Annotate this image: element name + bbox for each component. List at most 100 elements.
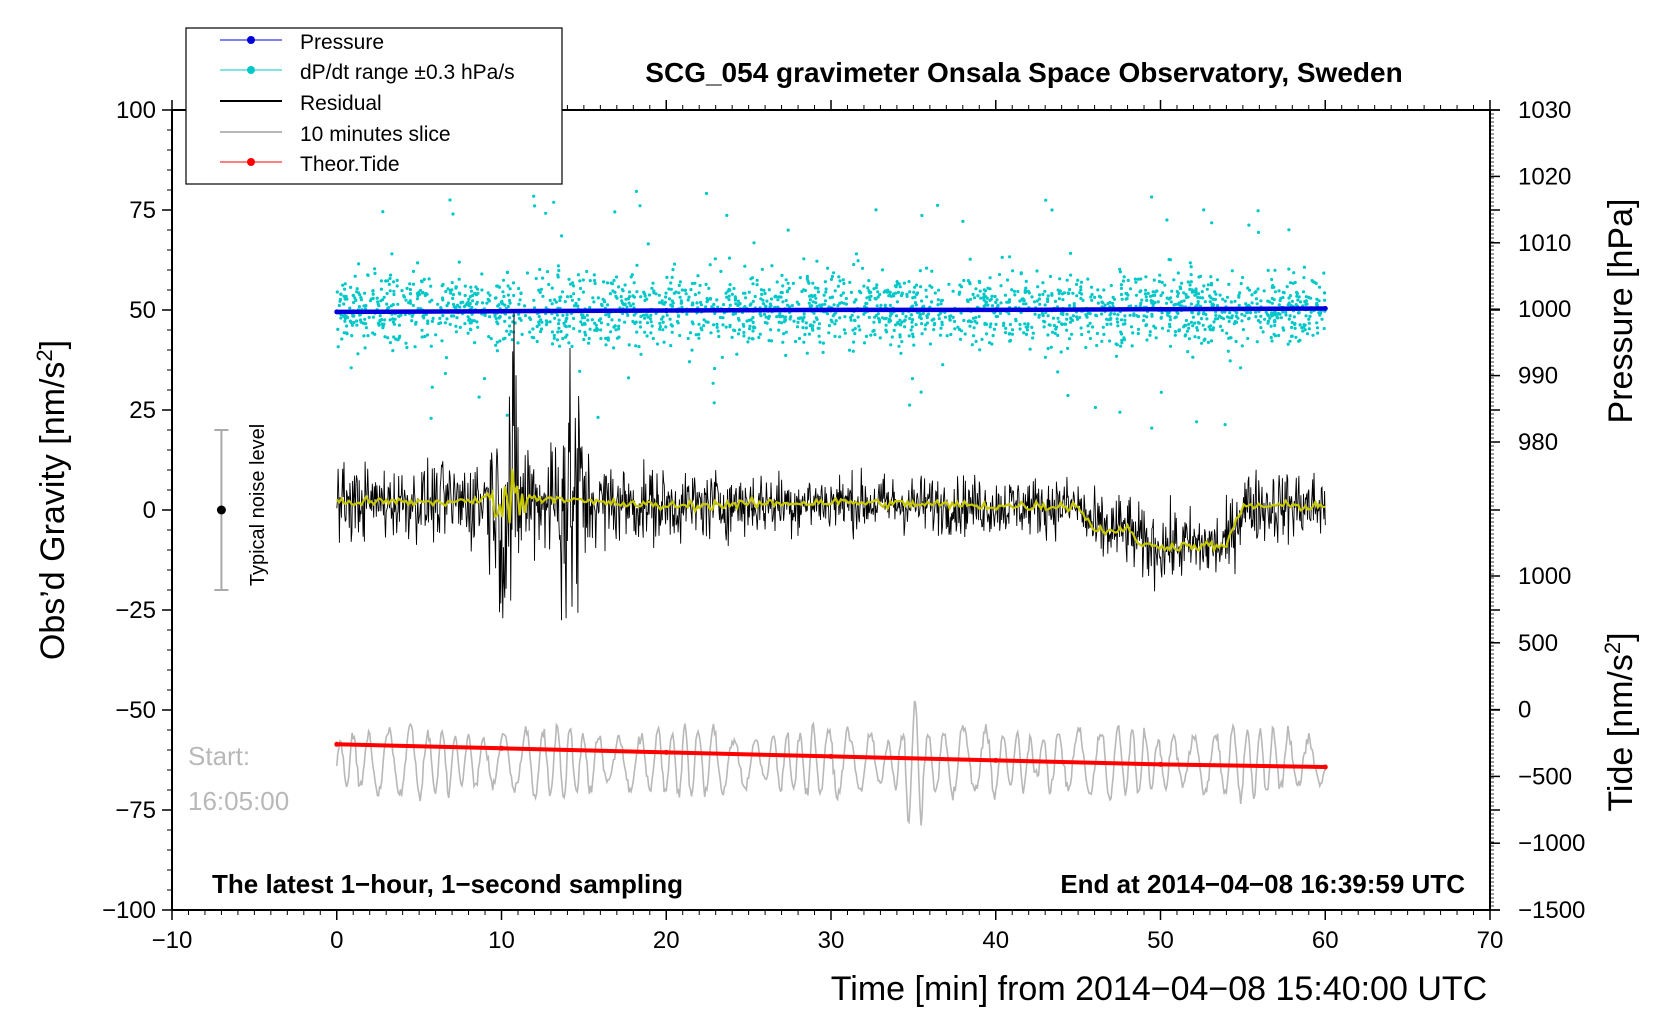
dpdt-point — [1202, 311, 1206, 315]
dpdt-point — [1123, 314, 1127, 318]
dpdt-point — [1187, 322, 1191, 326]
dpdt-point — [741, 291, 746, 295]
pressure-point — [334, 309, 340, 315]
dpdt-point — [1222, 317, 1226, 321]
dpdt-point — [585, 269, 589, 274]
dpdt-point — [567, 324, 572, 328]
dpdt-point — [837, 275, 841, 279]
tide-tick-label: −1000 — [1518, 830, 1585, 857]
dpdt-point — [801, 326, 805, 330]
dpdt-point — [1001, 323, 1006, 328]
dpdt-point — [985, 296, 989, 300]
dpdt-point — [1145, 315, 1149, 319]
dpdt-point — [1093, 295, 1097, 299]
dpdt-point — [698, 283, 702, 288]
pressure-tick-label: 1010 — [1518, 230, 1571, 257]
dpdt-point — [983, 303, 988, 307]
dpdt-point — [1315, 321, 1319, 325]
dpdt-point — [1277, 303, 1281, 307]
dpdt-point — [1170, 289, 1174, 293]
dpdt-point — [1184, 292, 1188, 297]
legend-swatch-marker — [247, 158, 255, 166]
dpdt-point — [385, 302, 389, 306]
dpdt-point — [469, 285, 473, 289]
dpdt-point — [697, 332, 701, 336]
dpdt-point — [496, 304, 500, 308]
dpdt-point — [561, 313, 565, 317]
dpdt-point — [1228, 359, 1232, 363]
dpdt-point — [463, 293, 467, 298]
dpdt-point — [1013, 293, 1017, 297]
dpdt-point — [670, 299, 674, 303]
dpdt-point — [351, 314, 355, 318]
dpdt-point — [420, 335, 424, 339]
dpdt-point — [979, 296, 983, 300]
dpdt-point — [604, 313, 608, 317]
dpdt-point — [1255, 302, 1259, 306]
dpdt-point — [1234, 339, 1238, 344]
dpdt-point — [865, 301, 869, 305]
dpdt-point — [948, 314, 952, 319]
dpdt-point — [545, 270, 550, 274]
dpdt-point — [562, 321, 566, 325]
dpdt-point — [669, 287, 673, 291]
dpdt-point — [1247, 223, 1251, 227]
dpdt-point — [425, 333, 430, 337]
dpdt-point — [1309, 310, 1313, 314]
dpdt-point — [1298, 323, 1302, 327]
dpdt-point — [727, 256, 732, 260]
dpdt-point — [1296, 298, 1300, 302]
dpdt-point — [749, 318, 753, 322]
dpdt-point — [1008, 322, 1013, 327]
dpdt-point — [467, 297, 471, 301]
dpdt-point — [1124, 297, 1128, 301]
dpdt-point — [1129, 325, 1134, 329]
dpdt-point — [838, 335, 842, 339]
dpdt-point — [1190, 311, 1194, 315]
dpdt-point — [581, 313, 585, 317]
dpdt-point — [1230, 269, 1234, 273]
dpdt-point — [458, 292, 462, 296]
dpdt-point — [1246, 336, 1250, 341]
dpdt-point — [936, 298, 940, 302]
dpdt-point — [349, 285, 353, 289]
dpdt-point — [1139, 277, 1143, 281]
dpdt-point — [1276, 316, 1280, 320]
dpdt-point — [375, 296, 379, 300]
left-tick-label: 25 — [129, 397, 156, 424]
dpdt-point — [627, 343, 631, 347]
dpdt-point — [487, 335, 491, 339]
dpdt-point — [430, 319, 434, 323]
dpdt-point — [983, 322, 987, 326]
dpdt-point — [601, 297, 605, 301]
dpdt-point — [1176, 294, 1180, 298]
dpdt-point — [638, 325, 643, 329]
dpdt-point — [702, 318, 706, 322]
dpdt-point — [1046, 299, 1050, 304]
dpdt-point — [408, 292, 413, 296]
dpdt-point — [1112, 312, 1117, 316]
dpdt-point — [1120, 338, 1124, 342]
data-marks — [334, 189, 1328, 826]
dpdt-point — [1177, 301, 1181, 305]
dpdt-point — [1123, 322, 1127, 326]
dpdt-point — [976, 294, 980, 298]
dpdt-point — [937, 288, 941, 292]
dpdt-point — [1278, 312, 1282, 316]
dpdt-point — [986, 286, 990, 290]
dpdt-point — [377, 304, 381, 308]
dpdt-point — [1134, 293, 1139, 297]
dpdt-point — [843, 331, 847, 335]
dpdt-point — [649, 313, 653, 317]
dpdt-point — [844, 296, 848, 301]
dpdt-point — [972, 326, 976, 330]
dpdt-point — [483, 313, 487, 317]
dpdt-point — [606, 281, 610, 285]
dpdt-point — [556, 330, 560, 334]
dpdt-point — [642, 290, 646, 294]
dpdt-point — [902, 281, 907, 285]
left-tick-label: 50 — [129, 297, 156, 324]
dpdt-point — [1119, 318, 1124, 322]
dpdt-point — [921, 311, 925, 316]
dpdt-point — [1144, 295, 1148, 299]
